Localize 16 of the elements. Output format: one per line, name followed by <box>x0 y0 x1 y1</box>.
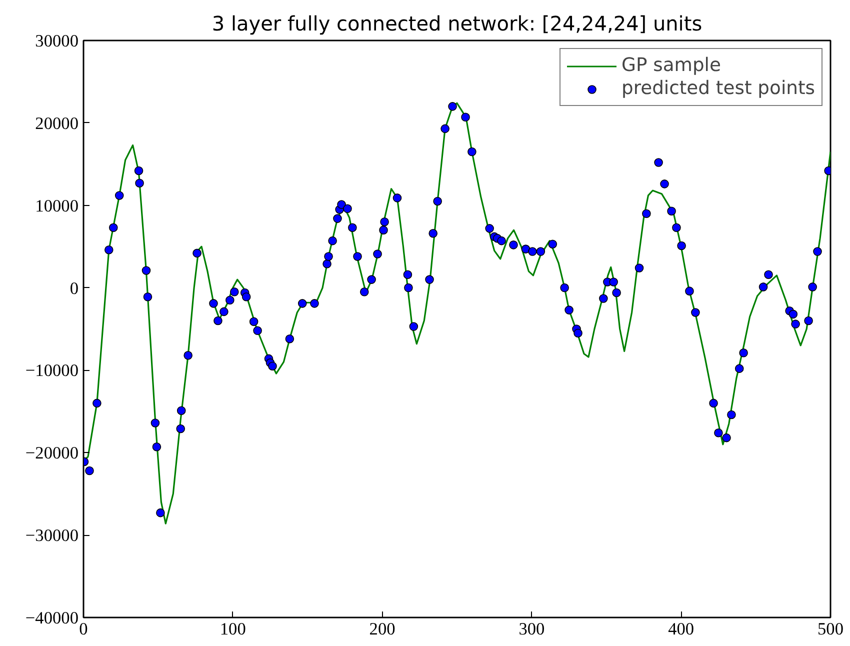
x-tick-label: 300 <box>518 620 545 638</box>
y-tick-label: −40000 <box>25 608 78 628</box>
x-tick-label: 500 <box>818 620 844 638</box>
x-tick-label: 400 <box>668 620 694 638</box>
y-tick-label: 10000 <box>35 196 79 216</box>
legend-label: GP sample <box>622 55 721 76</box>
y-tick-label: 0 <box>70 278 79 298</box>
y-tick-label: −30000 <box>25 526 78 546</box>
y-tick-label: −20000 <box>25 444 78 463</box>
legend-label: predicted test points <box>622 78 815 99</box>
chart-title: 3 layer fully connected network: [24,24,24] units <box>212 12 702 36</box>
x-tick-label: 200 <box>369 620 396 638</box>
y-tick-label: −10000 <box>25 361 78 380</box>
y-tick-label: 20000 <box>35 114 79 133</box>
x-tick-label: 100 <box>220 620 246 638</box>
y-tick-label: 30000 <box>35 32 79 50</box>
